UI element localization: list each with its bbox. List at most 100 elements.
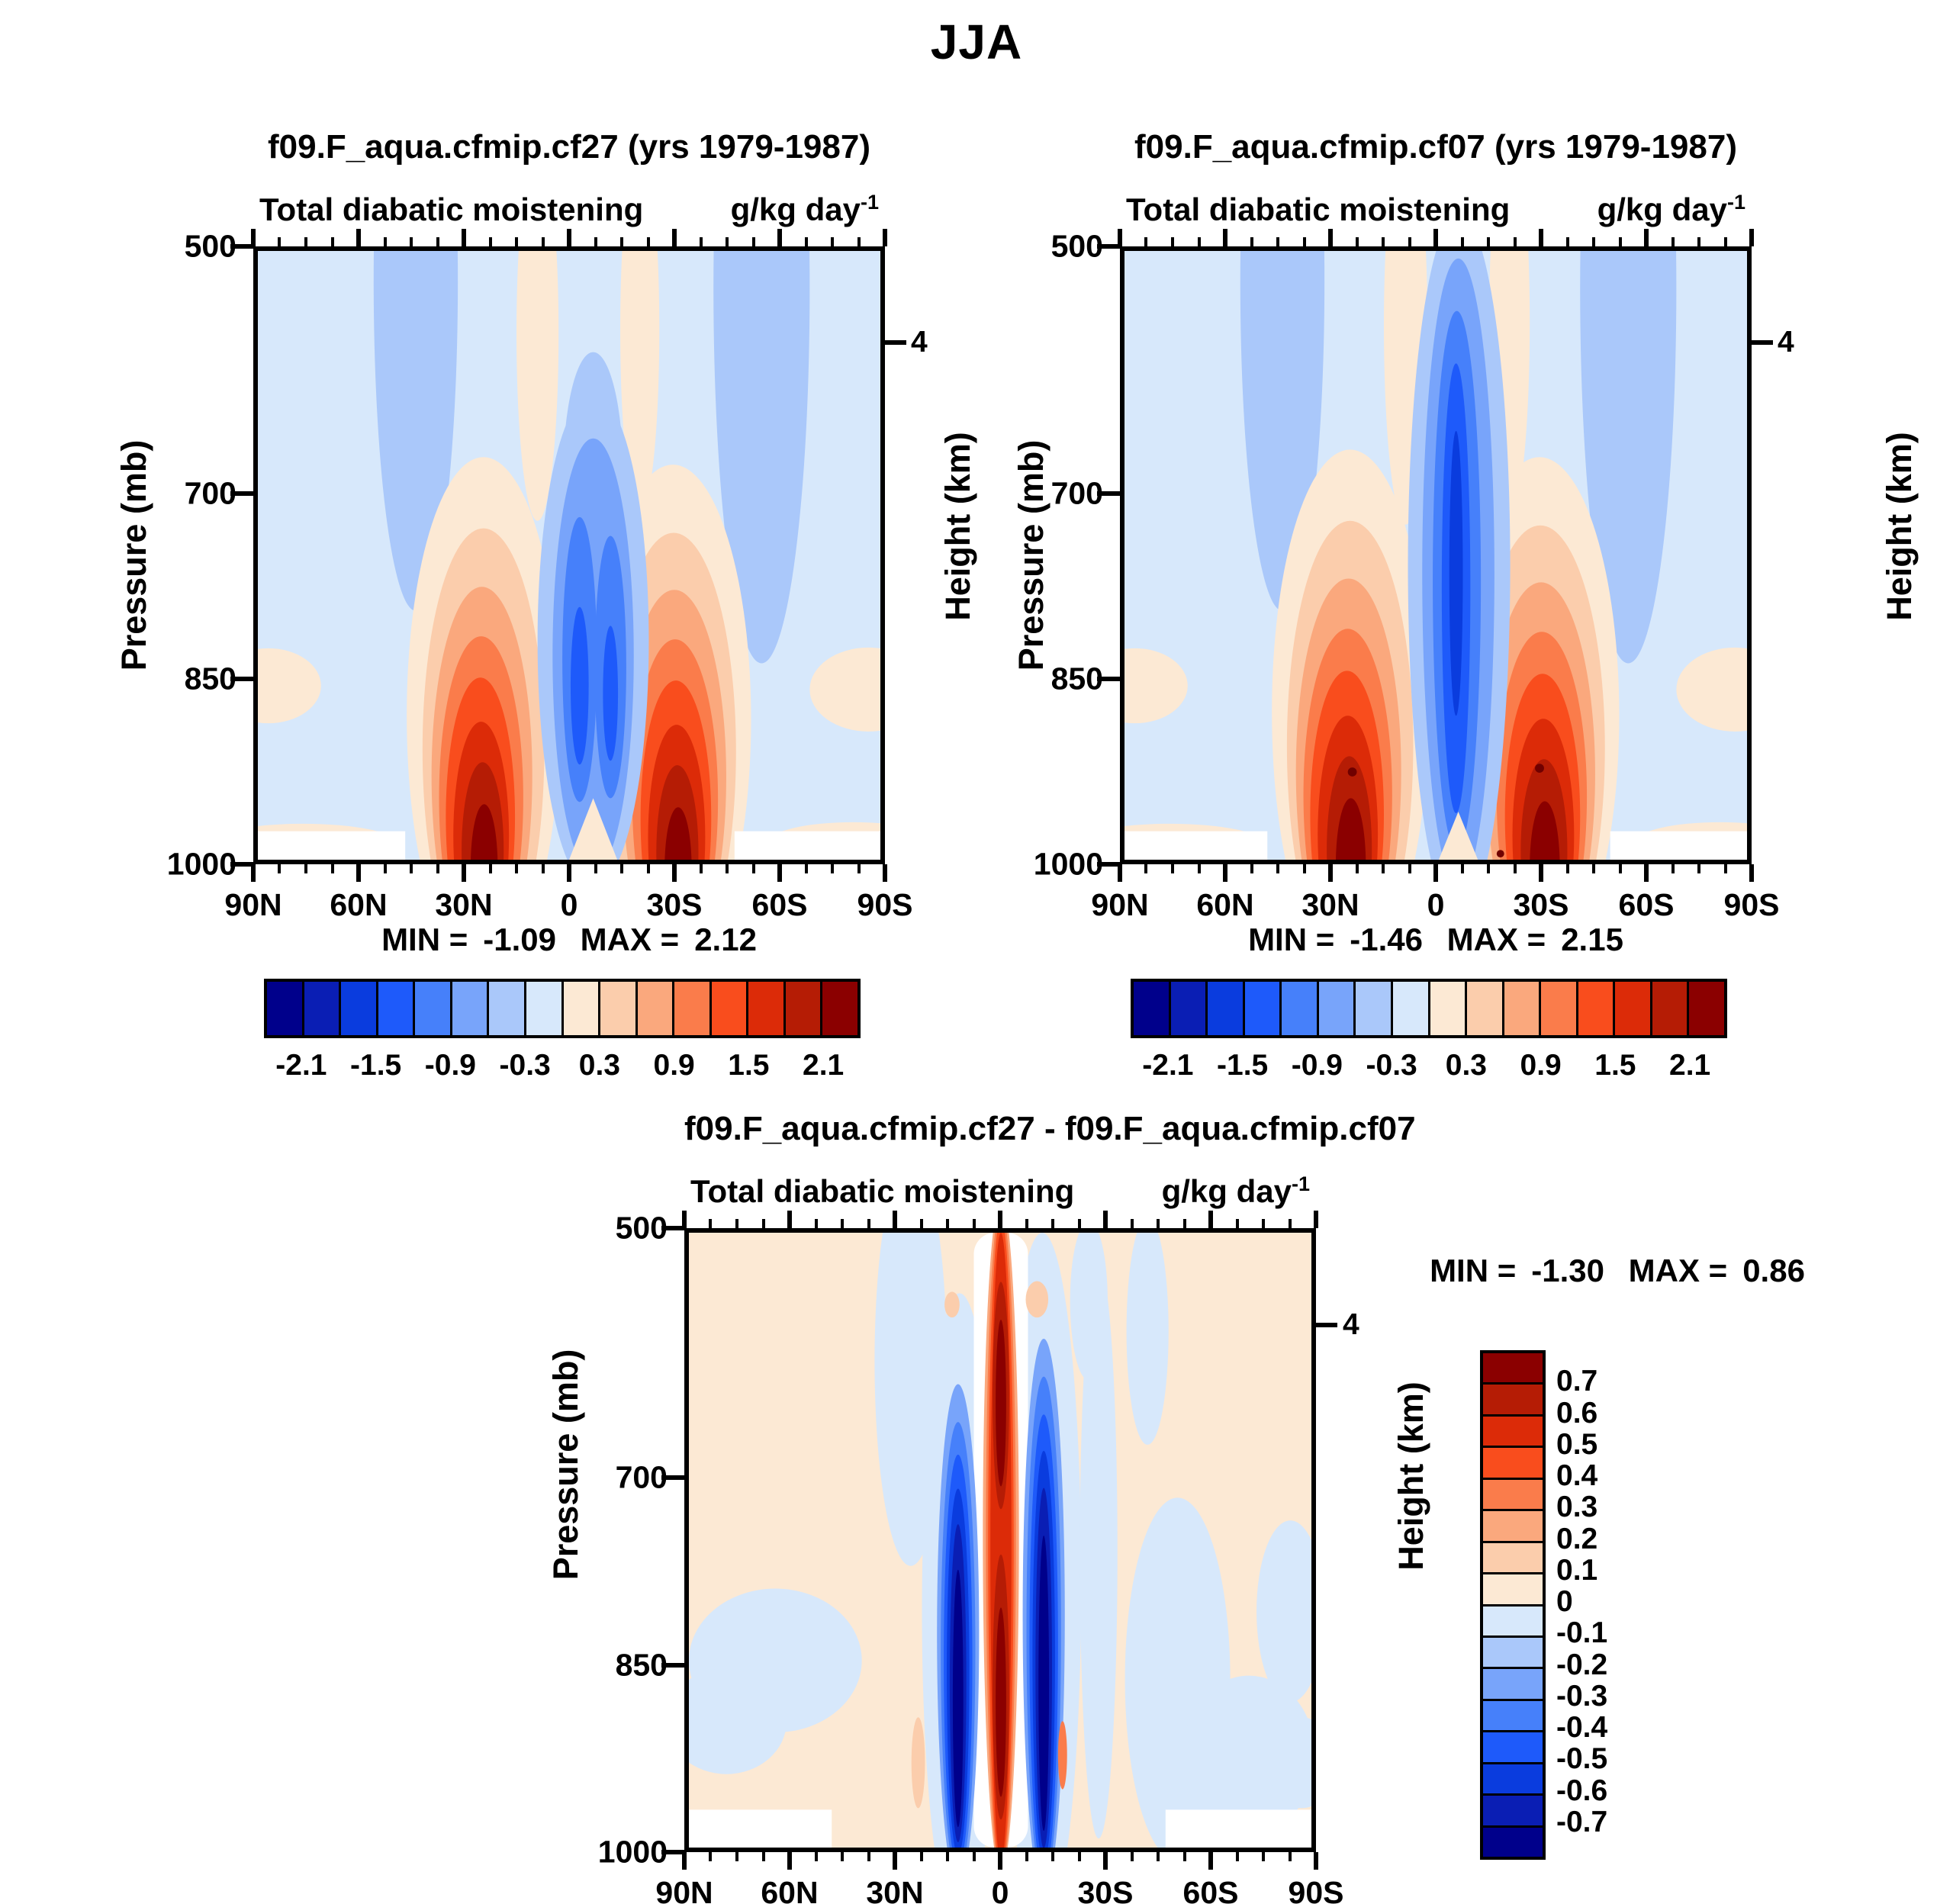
minor-tick xyxy=(751,864,755,873)
colorbar-cell xyxy=(1208,982,1245,1035)
colorbar-tick-label: -0.6 xyxy=(1556,1774,1608,1807)
x-tick-label: 30N xyxy=(866,1875,924,1904)
contour-field-cf07 xyxy=(1125,251,1747,860)
colorbar-cell xyxy=(489,982,526,1035)
colorbar-tick-label: 2.1 xyxy=(803,1049,845,1082)
minor-tick xyxy=(1130,1852,1134,1861)
plot-area-cf07 xyxy=(1097,229,1773,882)
minor-tick xyxy=(1671,237,1675,246)
colorbar-cell xyxy=(1392,982,1430,1035)
colorbar-tick-label: -0.3 xyxy=(1366,1049,1417,1082)
minor-tick xyxy=(646,864,650,873)
colorbar-cell xyxy=(1318,982,1356,1035)
x-axis-ticks-bottom xyxy=(682,1852,1318,1872)
colorbar-cell xyxy=(1170,982,1208,1035)
panel-cf07-subtitle: Total diabatic moistening g/kg day-1 xyxy=(1126,191,1745,228)
minor-tick xyxy=(1382,864,1385,873)
height-tick xyxy=(885,339,906,345)
minor-tick xyxy=(1723,237,1727,246)
minor-tick xyxy=(972,1852,976,1861)
units-label: g/kg day-1 xyxy=(1161,1172,1310,1209)
minor-tick xyxy=(1288,1852,1292,1861)
y-tick-label: 850 xyxy=(615,1647,668,1683)
colorbar-cell xyxy=(1483,1353,1543,1385)
minor-tick xyxy=(1460,237,1464,246)
minor-tick xyxy=(1144,237,1148,246)
minor-tick xyxy=(436,864,439,873)
latitude-tick-labels: 90N 60N 30N 0 30S 60S 90S xyxy=(655,1875,1343,1904)
colorbar-tick-label: 0.3 xyxy=(1445,1049,1487,1082)
major-tick xyxy=(682,1211,687,1228)
colorbar-cell xyxy=(1483,1542,1543,1575)
colorbar-tick-label: 0.5 xyxy=(1556,1427,1598,1461)
minor-tick xyxy=(1288,1219,1292,1228)
x-tick-label: 60S xyxy=(1182,1875,1239,1904)
minor-tick xyxy=(1130,1219,1134,1228)
colorbar-cells xyxy=(264,979,861,1038)
minor-tick xyxy=(1618,864,1622,873)
colorbar-cell xyxy=(563,982,601,1035)
major-tick xyxy=(1538,864,1543,882)
colorbar-tick-label: 0.7 xyxy=(1556,1365,1598,1398)
major-tick xyxy=(892,1211,897,1228)
colorbar-tick-label: -2.1 xyxy=(275,1049,327,1082)
minor-tick xyxy=(857,864,861,873)
minor-tick xyxy=(735,1219,738,1228)
minor-tick xyxy=(620,864,623,873)
pressure-tick xyxy=(661,1850,684,1854)
minor-tick xyxy=(841,1219,844,1228)
height-axis-title: Height (km) xyxy=(1392,1381,1430,1571)
minor-tick xyxy=(1051,1219,1054,1228)
minor-tick xyxy=(278,864,282,873)
major-tick xyxy=(777,229,782,246)
major-tick xyxy=(998,1852,1002,1870)
colorbar-cell xyxy=(785,982,823,1035)
y-tick-label: 500 xyxy=(1051,228,1103,264)
panel-diff-subtitle: Total diabatic moistening g/kg day-1 xyxy=(690,1172,1310,1210)
minor-tick xyxy=(541,864,545,873)
colorbar-cell xyxy=(415,982,452,1035)
major-tick xyxy=(1102,1852,1108,1870)
minor-tick xyxy=(761,1219,765,1228)
y-axis-ticks xyxy=(661,1226,684,1854)
minor-tick xyxy=(1408,864,1411,873)
minor-tick xyxy=(726,864,729,873)
colorbar-tick-label: -0.1 xyxy=(1556,1616,1608,1650)
pressure-tick xyxy=(230,677,253,681)
major-tick xyxy=(1118,864,1122,882)
x-tick-label: 90S xyxy=(857,887,913,922)
colorbar-cell xyxy=(1578,982,1616,1035)
minor-tick xyxy=(383,237,387,246)
colorbar-tick-label: -0.3 xyxy=(499,1049,551,1082)
major-tick xyxy=(461,864,466,882)
minor-tick xyxy=(726,237,729,246)
colorbar-cell xyxy=(1483,1479,1543,1512)
plot-area-cf27 xyxy=(230,229,906,882)
pressure-tick xyxy=(1097,862,1120,867)
major-tick xyxy=(461,229,466,246)
panel-diff-title: f09.F_aqua.cfmip.cf27 - f09.F_aqua.cfmip… xyxy=(684,1110,1416,1147)
colorbar-tick-label: 0.1 xyxy=(1556,1553,1598,1587)
x-tick-label: 90N xyxy=(224,887,282,922)
colorbar-cell xyxy=(1483,1732,1543,1764)
figure-title: JJA xyxy=(930,14,1023,69)
x-tick-label: 60N xyxy=(330,887,388,922)
x-tick-label: 90N xyxy=(1091,887,1149,922)
pressure-tick-labels: 500 700 850 1000 xyxy=(966,229,1103,882)
colorbar-cell xyxy=(1483,1669,1543,1701)
colorbar-cell xyxy=(1483,1764,1543,1796)
minor-tick xyxy=(1250,864,1253,873)
minor-tick xyxy=(1382,237,1385,246)
colorbar-cf07: -2.1 -1.5 -0.9 -0.3 0.3 0.9 1.5 2.1 xyxy=(1131,979,1727,1082)
major-tick xyxy=(1314,1852,1318,1870)
colorbar-cell xyxy=(1282,982,1319,1035)
colorbar-cell xyxy=(1483,1574,1543,1606)
minor-tick xyxy=(1262,1852,1265,1861)
colorbar-cell xyxy=(711,982,749,1035)
major-tick xyxy=(682,1852,687,1870)
major-tick xyxy=(892,1852,897,1870)
minor-tick xyxy=(1513,864,1517,873)
minor-tick xyxy=(383,864,387,873)
x-tick-label: 0 xyxy=(991,1875,1009,1904)
